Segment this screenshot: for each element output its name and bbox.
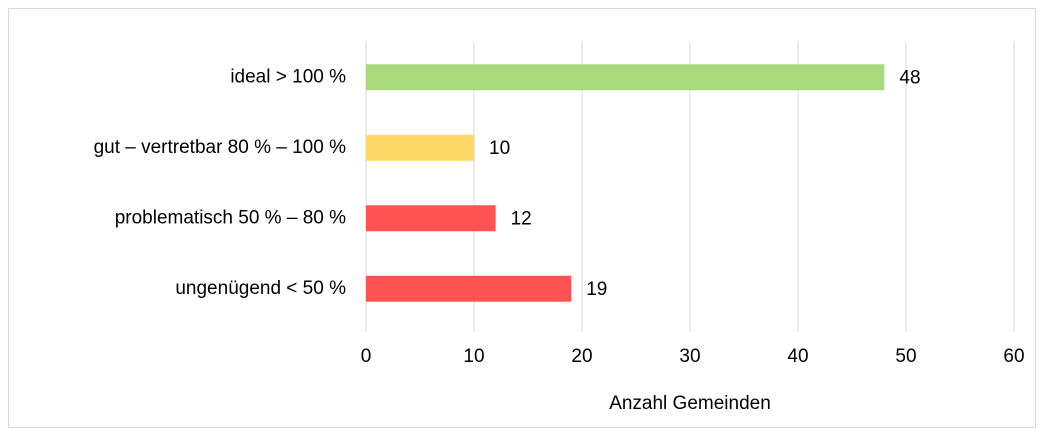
x-tick-label: 10 — [463, 346, 484, 367]
x-axis-label: Anzahl Gemeinden — [609, 393, 771, 414]
x-tick-label: 0 — [361, 346, 372, 367]
y-tick-label: problematisch 50 % – 80 % — [115, 207, 346, 228]
x-tick-label: 60 — [1003, 346, 1024, 367]
bar — [366, 64, 885, 91]
bar — [366, 275, 572, 302]
value-label: 12 — [511, 208, 532, 229]
y-tick-label: gut – vertretbar 80 % – 100 % — [94, 137, 347, 158]
x-tick-label: 30 — [679, 346, 700, 367]
y-tick-label: ungenügend < 50 % — [175, 278, 346, 299]
x-tick-label: 20 — [571, 346, 592, 367]
x-tick-label: 40 — [787, 346, 808, 367]
y-tick-label: ideal > 100 % — [230, 66, 346, 87]
x-tick-label: 50 — [895, 346, 916, 367]
bar — [366, 205, 496, 232]
value-label: 10 — [489, 138, 510, 159]
value-label: 48 — [899, 67, 920, 88]
bar — [366, 134, 474, 161]
value-label: 19 — [586, 279, 607, 300]
